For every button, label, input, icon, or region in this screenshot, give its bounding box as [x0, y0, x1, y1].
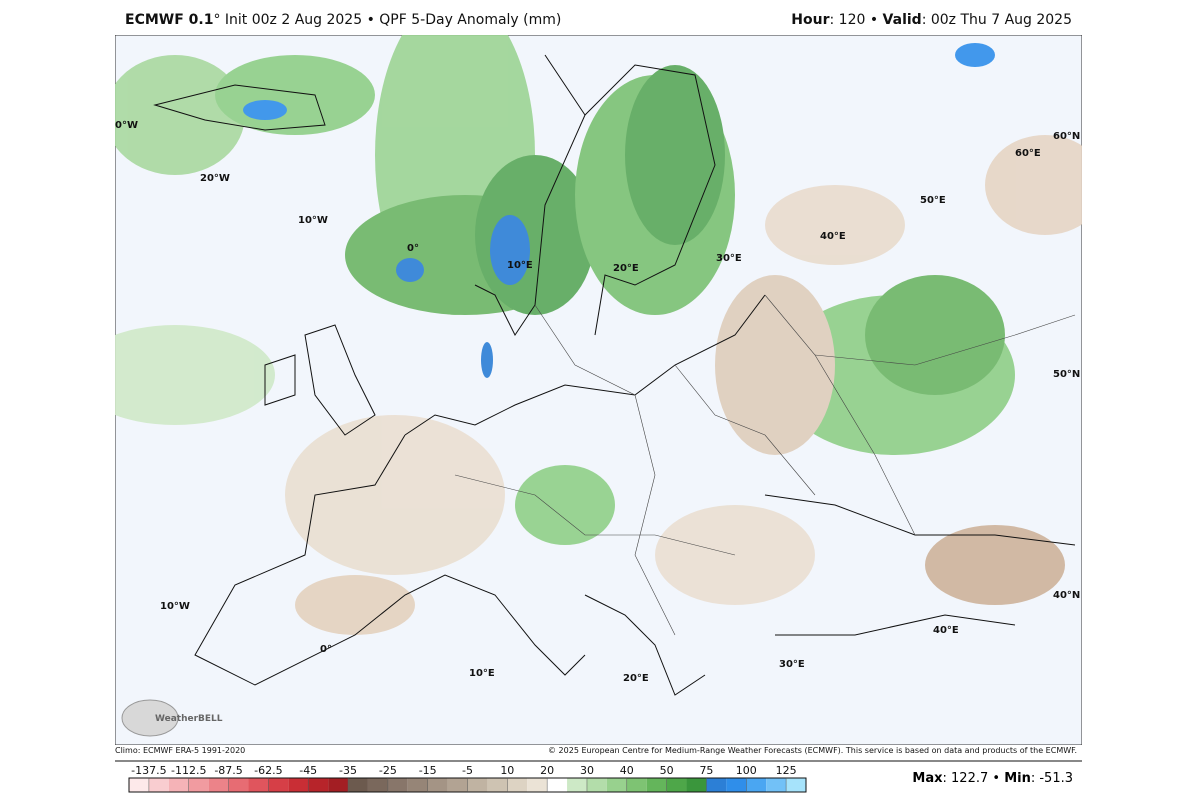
extremes: Max: 122.7 • Min: -51.3: [912, 771, 1073, 786]
color-cell: [328, 778, 349, 792]
color-cell: [168, 778, 189, 792]
colorbar-tick-label: -62.5: [254, 764, 282, 777]
hour-label: Hour: [791, 12, 830, 28]
colorbar-tick-label: 75: [699, 764, 713, 777]
colorbar-tick-label: 10: [500, 764, 514, 777]
min-value: -51.3: [1039, 771, 1073, 786]
grid-label: 50°E: [920, 195, 946, 206]
map: 0°W 20°W 10°W 0° 10°E 20°E 30°E 40°E 50°E 60°E 60°…: [115, 35, 1082, 745]
colorbar-tick-label: -5: [462, 764, 473, 777]
color-cell: [308, 778, 329, 792]
color-cell: [387, 778, 408, 792]
valid-info: Hour: 120 • Valid: 00z Thu 7 Aug 2025: [791, 12, 1072, 28]
grid-label: 40°E: [820, 231, 846, 242]
grid-label: 20°E: [623, 673, 649, 684]
color-cell: [507, 778, 528, 792]
colorbar-tick-label: 125: [776, 764, 797, 777]
grid-labels: 0°W 20°W 10°W 0° 10°E 20°E 30°E 40°E 50°E 60°E 60°…: [115, 120, 1080, 684]
color-cell: [467, 778, 488, 792]
climo-credit: Climo: ECMWF ERA-5 1991-2020: [115, 746, 246, 755]
colorbar-tick-label: 100: [736, 764, 757, 777]
color-cell: [706, 778, 727, 792]
color-cell: [427, 778, 448, 792]
grid-label: 30°E: [716, 253, 742, 264]
color-cell: [686, 778, 707, 792]
color-cell: [626, 778, 647, 792]
colorbar-tick-label: 50: [660, 764, 674, 777]
anomaly-field: [115, 35, 1082, 635]
max-label: Max: [912, 771, 943, 786]
color-cell: [367, 778, 388, 792]
grid-label: 0°: [407, 243, 419, 254]
color-cell: [148, 778, 169, 792]
colorbar-tick-label: -137.5: [131, 764, 166, 777]
grid-label: 40°N: [1053, 590, 1080, 601]
color-cell: [586, 778, 607, 792]
grid-label: 30°E: [779, 659, 805, 670]
color-cell: [766, 778, 787, 792]
color-cell: [726, 778, 747, 792]
color-cell: [666, 778, 687, 792]
grid-label: 60°E: [1015, 148, 1041, 159]
colorbar-tick-label: -25: [379, 764, 397, 777]
min-label: Min: [1004, 771, 1031, 786]
valid-label: Valid: [882, 12, 922, 28]
grid-label: 40°E: [933, 625, 959, 636]
grid-label: 20°W: [200, 173, 230, 184]
color-cell: [547, 778, 568, 792]
color-cell: [268, 778, 289, 792]
sep: :: [1030, 771, 1040, 786]
colorbar-tick-label: 30: [580, 764, 594, 777]
grid-label: 20°E: [613, 263, 639, 274]
color-cell: [487, 778, 508, 792]
colorbar-tick-label: -45: [299, 764, 317, 777]
grid-label: 10°W: [298, 215, 328, 226]
grid-label: 10°W: [160, 601, 190, 612]
grid-label: 10°E: [469, 668, 495, 679]
color-cell: [567, 778, 587, 792]
color-cell: [288, 778, 309, 792]
colorbar-tick-label: 20: [540, 764, 554, 777]
sep: •: [988, 771, 1005, 786]
grid-label: 0°: [320, 644, 332, 655]
colorbar-tick-label: -35: [339, 764, 357, 777]
colorbar-tick-label: 40: [620, 764, 634, 777]
grid-label: 0°W: [115, 120, 138, 131]
color-cell: [407, 778, 428, 792]
colorbar-tick-label: -112.5: [171, 764, 206, 777]
coastlines: [153, 54, 1076, 696]
color-cell: [208, 778, 229, 792]
color-cell: [188, 778, 209, 792]
model-name: ECMWF 0.1: [125, 12, 214, 28]
color-cell: [248, 778, 269, 792]
colorbar-tick-label: -87.5: [214, 764, 242, 777]
colorbar-tick-label: -15: [419, 764, 437, 777]
color-cell: [228, 778, 249, 792]
color-cell: [646, 778, 667, 792]
valid-value: : 00z Thu 7 Aug 2025: [921, 12, 1072, 28]
colorbar: -137.5 -112.5 -87.5 -62.5 -45 -35 -25 -15 -5 10 20…: [115, 760, 1082, 793]
hour-value: : 120 •: [829, 12, 883, 28]
grid-label: 60°N: [1053, 131, 1080, 142]
grid-label: 50°N: [1053, 369, 1080, 380]
max-value: 122.7: [951, 771, 989, 786]
title: ECMWF 0.1° Init 00z 2 Aug 2025 • QPF 5-D…: [125, 12, 561, 28]
grid-label: 10°E: [507, 260, 533, 271]
color-cell: [129, 778, 149, 792]
color-cell: [786, 778, 806, 792]
title-rest: ° Init 00z 2 Aug 2025 • QPF 5-Day Anomal…: [213, 12, 562, 28]
color-cell: [447, 778, 468, 792]
sep: :: [942, 771, 952, 786]
color-cell: [527, 778, 548, 792]
copyright: © 2025 European Centre for Medium-Range …: [548, 746, 1077, 755]
color-cell: [348, 778, 368, 792]
logo: WeatherBELL: [121, 699, 223, 737]
color-cell: [746, 778, 767, 792]
borders: [454, 294, 1076, 636]
logo-text: WeatherBELL: [155, 714, 223, 724]
color-cell: [606, 778, 627, 792]
